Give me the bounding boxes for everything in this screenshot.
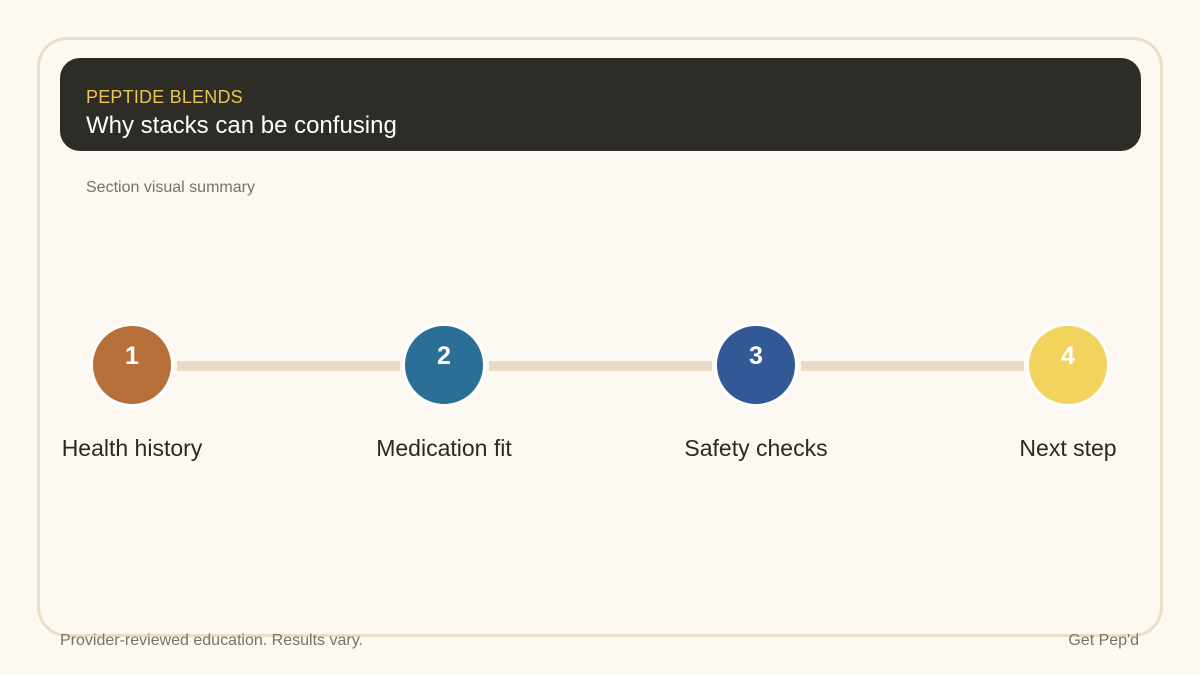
section-subtitle: Section visual summary (86, 179, 255, 196)
step-2-label: Medication fit (376, 435, 512, 461)
step-3-label: Safety checks (684, 435, 828, 461)
step-4-number: 4 (1061, 342, 1075, 370)
step-3-number: 3 (749, 342, 763, 370)
connector-3-4 (801, 361, 1024, 371)
step-2-number: 2 (437, 342, 451, 370)
step-1-circle: 1 (90, 323, 174, 407)
step-4-circle: 4 (1026, 323, 1110, 407)
step-1-label: Health history (61, 435, 203, 461)
step-1-number: 1 (125, 342, 139, 370)
header-banner: PEPTIDE BLENDS Why stacks can be confusi… (60, 58, 1141, 151)
connector-1-2 (177, 361, 400, 371)
footer-brand: Get Pep'd (1068, 632, 1139, 649)
connector-2-3 (489, 361, 712, 371)
footer-disclaimer: Provider-reviewed education. Results var… (60, 632, 363, 649)
eyebrow-label: PEPTIDE BLENDS (86, 87, 243, 107)
step-4-label: Next step (1019, 435, 1117, 461)
step-3-circle: 3 (714, 323, 798, 407)
page-title: Why stacks can be confusing (86, 112, 397, 139)
step-2-circle: 2 (402, 323, 486, 407)
